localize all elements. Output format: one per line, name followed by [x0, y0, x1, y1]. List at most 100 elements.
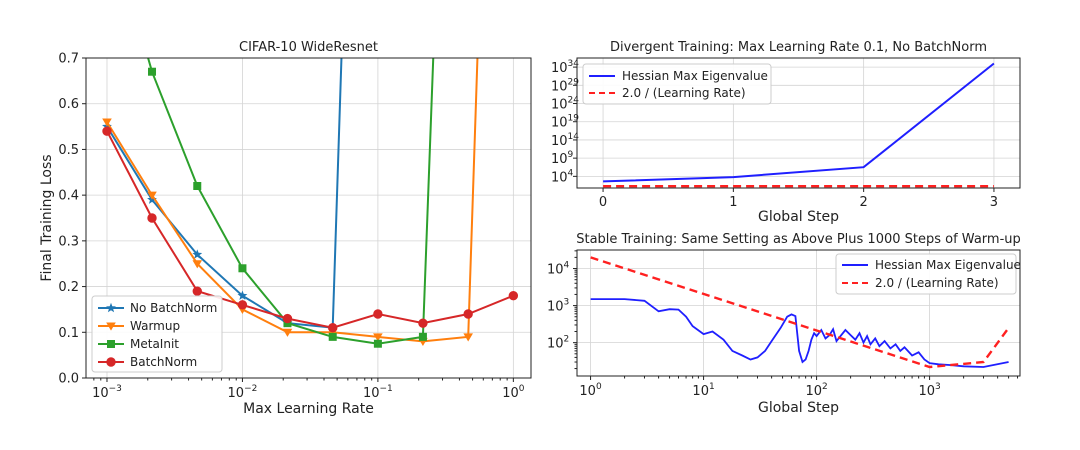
data-point: [373, 339, 382, 348]
chart-title: Stable Training: Same Setting as Above P…: [576, 232, 1021, 247]
y-tick-label-exponent: 34: [568, 59, 580, 69]
y-tick-label: 1029: [551, 77, 579, 94]
x-tick-label-exponent: −2: [244, 384, 257, 394]
x-tick-label: 10−2: [228, 384, 258, 401]
series-line-batchnorm: [106, 130, 514, 329]
y-tick-label: 0.7: [58, 52, 79, 67]
legend: No BatchNorm Warmup MetaInit BatchNorm: [91, 295, 223, 373]
x-tick-label: 1: [729, 195, 737, 210]
series-line: [590, 256, 1010, 369]
y-tick-label-exponent: 9: [568, 150, 574, 160]
y-tick-label: 104: [547, 261, 570, 278]
y-tick-label-base: 10: [551, 116, 568, 131]
y-tick-label-exponent: 4: [568, 168, 574, 178]
data-point: [192, 249, 203, 259]
data-point: [328, 332, 337, 341]
legend-label: Hessian Max Eigenvalue: [875, 258, 1021, 272]
legend-label: No BatchNorm: [130, 301, 217, 315]
y-tick-label-exponent: 19: [568, 114, 580, 124]
data-point: [418, 332, 427, 341]
x-tick-label-base: 10: [579, 384, 596, 399]
plot-frame: [576, 249, 1021, 377]
series-line: [590, 298, 1009, 368]
y-tick-label: 0.5: [58, 143, 79, 158]
legend-label: Hessian Max Eigenvalue: [622, 69, 768, 83]
x-tick-label-exponent: 0: [596, 382, 602, 392]
x-tick-label-base: 10: [363, 386, 380, 401]
data-point: [102, 118, 112, 127]
x-tick-label: 100: [502, 384, 525, 401]
y-tick-label: 102: [547, 335, 569, 352]
y-tick-label: 104: [551, 168, 574, 185]
y-tick-label: 1014: [551, 132, 579, 149]
data-point: [282, 328, 293, 337]
legend-box: [835, 253, 1017, 295]
y-tick-label: 1024: [551, 96, 579, 113]
series-line-warmup: [106, 58, 479, 343]
x-tick-label: 102: [805, 382, 827, 399]
x-tick-label: 10−3: [92, 384, 122, 401]
series-line-no-batchnorm: [106, 58, 343, 329]
y-tick-label-base: 10: [547, 337, 564, 352]
data-point: [508, 291, 519, 301]
y-tick-label-base: 10: [551, 170, 568, 185]
legend-marker: [106, 322, 116, 331]
x-tick-label-base: 10: [692, 384, 709, 399]
y-tick-label-base: 10: [551, 152, 568, 167]
plot-frame: [576, 57, 1021, 189]
data-point: [192, 260, 203, 269]
y-tick-label-base: 10: [551, 79, 568, 94]
y-tick-label: 0.4: [58, 189, 79, 204]
data-point: [463, 333, 473, 342]
legend-marker: [106, 302, 116, 313]
legend-box: [91, 295, 223, 373]
data-point: [373, 309, 383, 319]
series-group: [102, 58, 519, 348]
y-tick-label-exponent: 14: [568, 132, 580, 142]
data-point: [147, 191, 157, 200]
y-axis-label: Final Training Loss: [39, 154, 55, 281]
data-point: [147, 213, 157, 223]
y-tick-label: 1019: [551, 114, 579, 131]
x-tick-label-base: 10: [502, 386, 519, 401]
y-tick-label: 109: [551, 150, 574, 167]
y-tick-label-exponent: 29: [568, 77, 580, 87]
x-tick-label-base: 10: [805, 384, 822, 399]
x-tick-label-exponent: 2: [822, 382, 828, 392]
y-tick-label: 1034: [551, 59, 579, 76]
series-group: [590, 256, 1010, 369]
y-tick-label: 0.2: [58, 280, 79, 295]
x-tick-label-exponent: 1: [709, 382, 715, 392]
y-tick-label: 0.1: [58, 326, 79, 341]
x-tick-label-base: 10: [92, 386, 109, 401]
x-tick-label: 10−1: [363, 384, 393, 401]
x-tick-label-base: 10: [228, 386, 245, 401]
legend: Hessian Max Eigenvalue 2.0 / (Learning Ra…: [835, 253, 1021, 295]
y-tick-label-exponent: 4: [564, 261, 570, 271]
y-tick-label-base: 10: [551, 98, 568, 113]
y-tick-label-exponent: 3: [564, 298, 570, 308]
data-point: [238, 264, 247, 273]
x-tick-label-exponent: −3: [109, 384, 122, 394]
y-tick-label: 0.6: [58, 97, 79, 112]
plot-frame: [85, 57, 532, 379]
x-axis-label: Global Step: [758, 209, 839, 225]
x-tick-label: 100: [579, 382, 602, 399]
legend-label: 2.0 / (Learning Rate): [622, 86, 746, 100]
data-point: [373, 333, 383, 342]
y-tick-label-exponent: 2: [564, 335, 570, 345]
legend-label: BatchNorm: [130, 355, 197, 369]
data-point: [418, 318, 428, 328]
data-point: [192, 286, 202, 296]
y-tick-label-base: 10: [547, 300, 564, 315]
y-tick-label-base: 10: [551, 134, 568, 149]
x-tick-label-base: 10: [918, 384, 935, 399]
data-point: [148, 67, 157, 76]
legend-label: Warmup: [130, 319, 180, 333]
data-point: [237, 300, 248, 310]
chart-cifar10: 0.00.10.20.30.40.50.60.710−3 10−2 10−1 100C…: [39, 40, 532, 417]
legend-marker: [106, 357, 116, 367]
